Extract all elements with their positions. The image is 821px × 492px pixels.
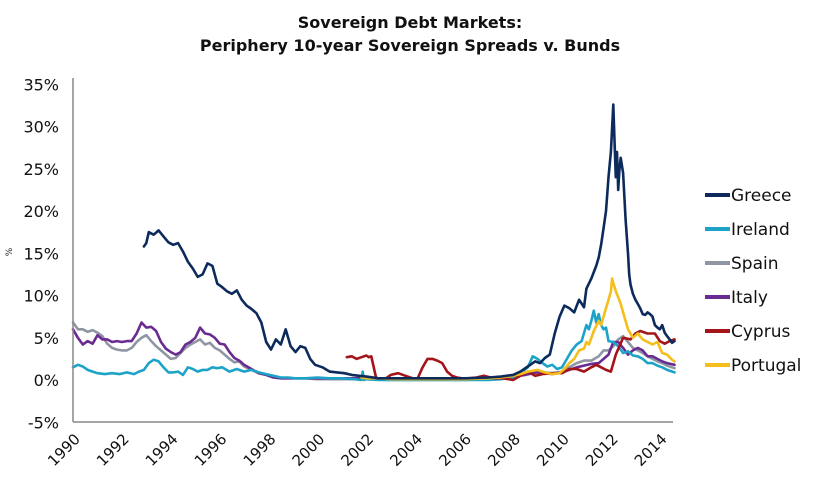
x-tick-label: 2008 (484, 430, 524, 470)
series-line-cyprus (345, 329, 676, 382)
y-tick-label: 30% (23, 118, 59, 137)
y-tick-label: 20% (23, 202, 59, 221)
legend-item-ireland: Ireland (705, 220, 790, 240)
y-tick-label: 10% (23, 287, 59, 306)
x-tick-label: 2004 (386, 430, 426, 470)
y-tick-label: 15% (23, 244, 59, 263)
y-tick-label: -5% (28, 413, 59, 432)
legend-item-italy: Italy (705, 288, 768, 308)
legend-label: Spain (731, 254, 779, 274)
legend-item-spain: Spain (705, 254, 779, 274)
y-axis-label: % (5, 247, 15, 256)
legend-item-portugal: Portugal (705, 356, 801, 376)
legend-label: Ireland (731, 220, 790, 240)
chart-subtitle: Periphery 10-year Sovereign Spreads v. B… (200, 36, 620, 55)
x-tick-label: 2006 (435, 430, 475, 470)
legend-item-cyprus: Cyprus (705, 322, 790, 342)
chart-title: Sovereign Debt Markets: (298, 13, 522, 32)
legend-label: Italy (731, 288, 768, 308)
x-tick-label: 2012 (582, 430, 622, 470)
x-tick-label: 1998 (240, 430, 280, 470)
y-tick-label: 35% (23, 75, 59, 94)
x-tick-label: 2014 (631, 430, 671, 470)
y-tick-label: 5% (34, 329, 59, 348)
legend-label: Greece (731, 186, 792, 206)
x-tick-label: 2010 (533, 430, 573, 470)
legend-label: Cyprus (731, 322, 790, 342)
x-tick-label: 1990 (44, 430, 84, 470)
x-tick-label: 2002 (337, 430, 377, 470)
y-tick-label: 0% (34, 371, 59, 390)
series-line-greece (142, 103, 676, 380)
x-axis-ticks: 1990 1992 1994 1996 1998 2000 2002 2004 2006 2008… (44, 430, 671, 470)
legend: Greece Ireland Spain Italy Cyprus Portugal (705, 186, 801, 376)
legend-label: Portugal (731, 356, 801, 376)
series-line-portugal (360, 277, 676, 381)
x-tick-label: 1994 (142, 430, 182, 470)
x-tick-label: 1996 (191, 430, 231, 470)
x-tick-label: 2000 (289, 430, 329, 470)
legend-item-greece: Greece (705, 186, 792, 206)
y-tick-label: 25% (23, 160, 59, 179)
series-layer (71, 103, 676, 382)
x-tick-label: 1992 (93, 430, 133, 470)
y-axis-ticks: 35% 30% 25% 20% 15% 10% 5% 0% -5% (23, 75, 59, 432)
